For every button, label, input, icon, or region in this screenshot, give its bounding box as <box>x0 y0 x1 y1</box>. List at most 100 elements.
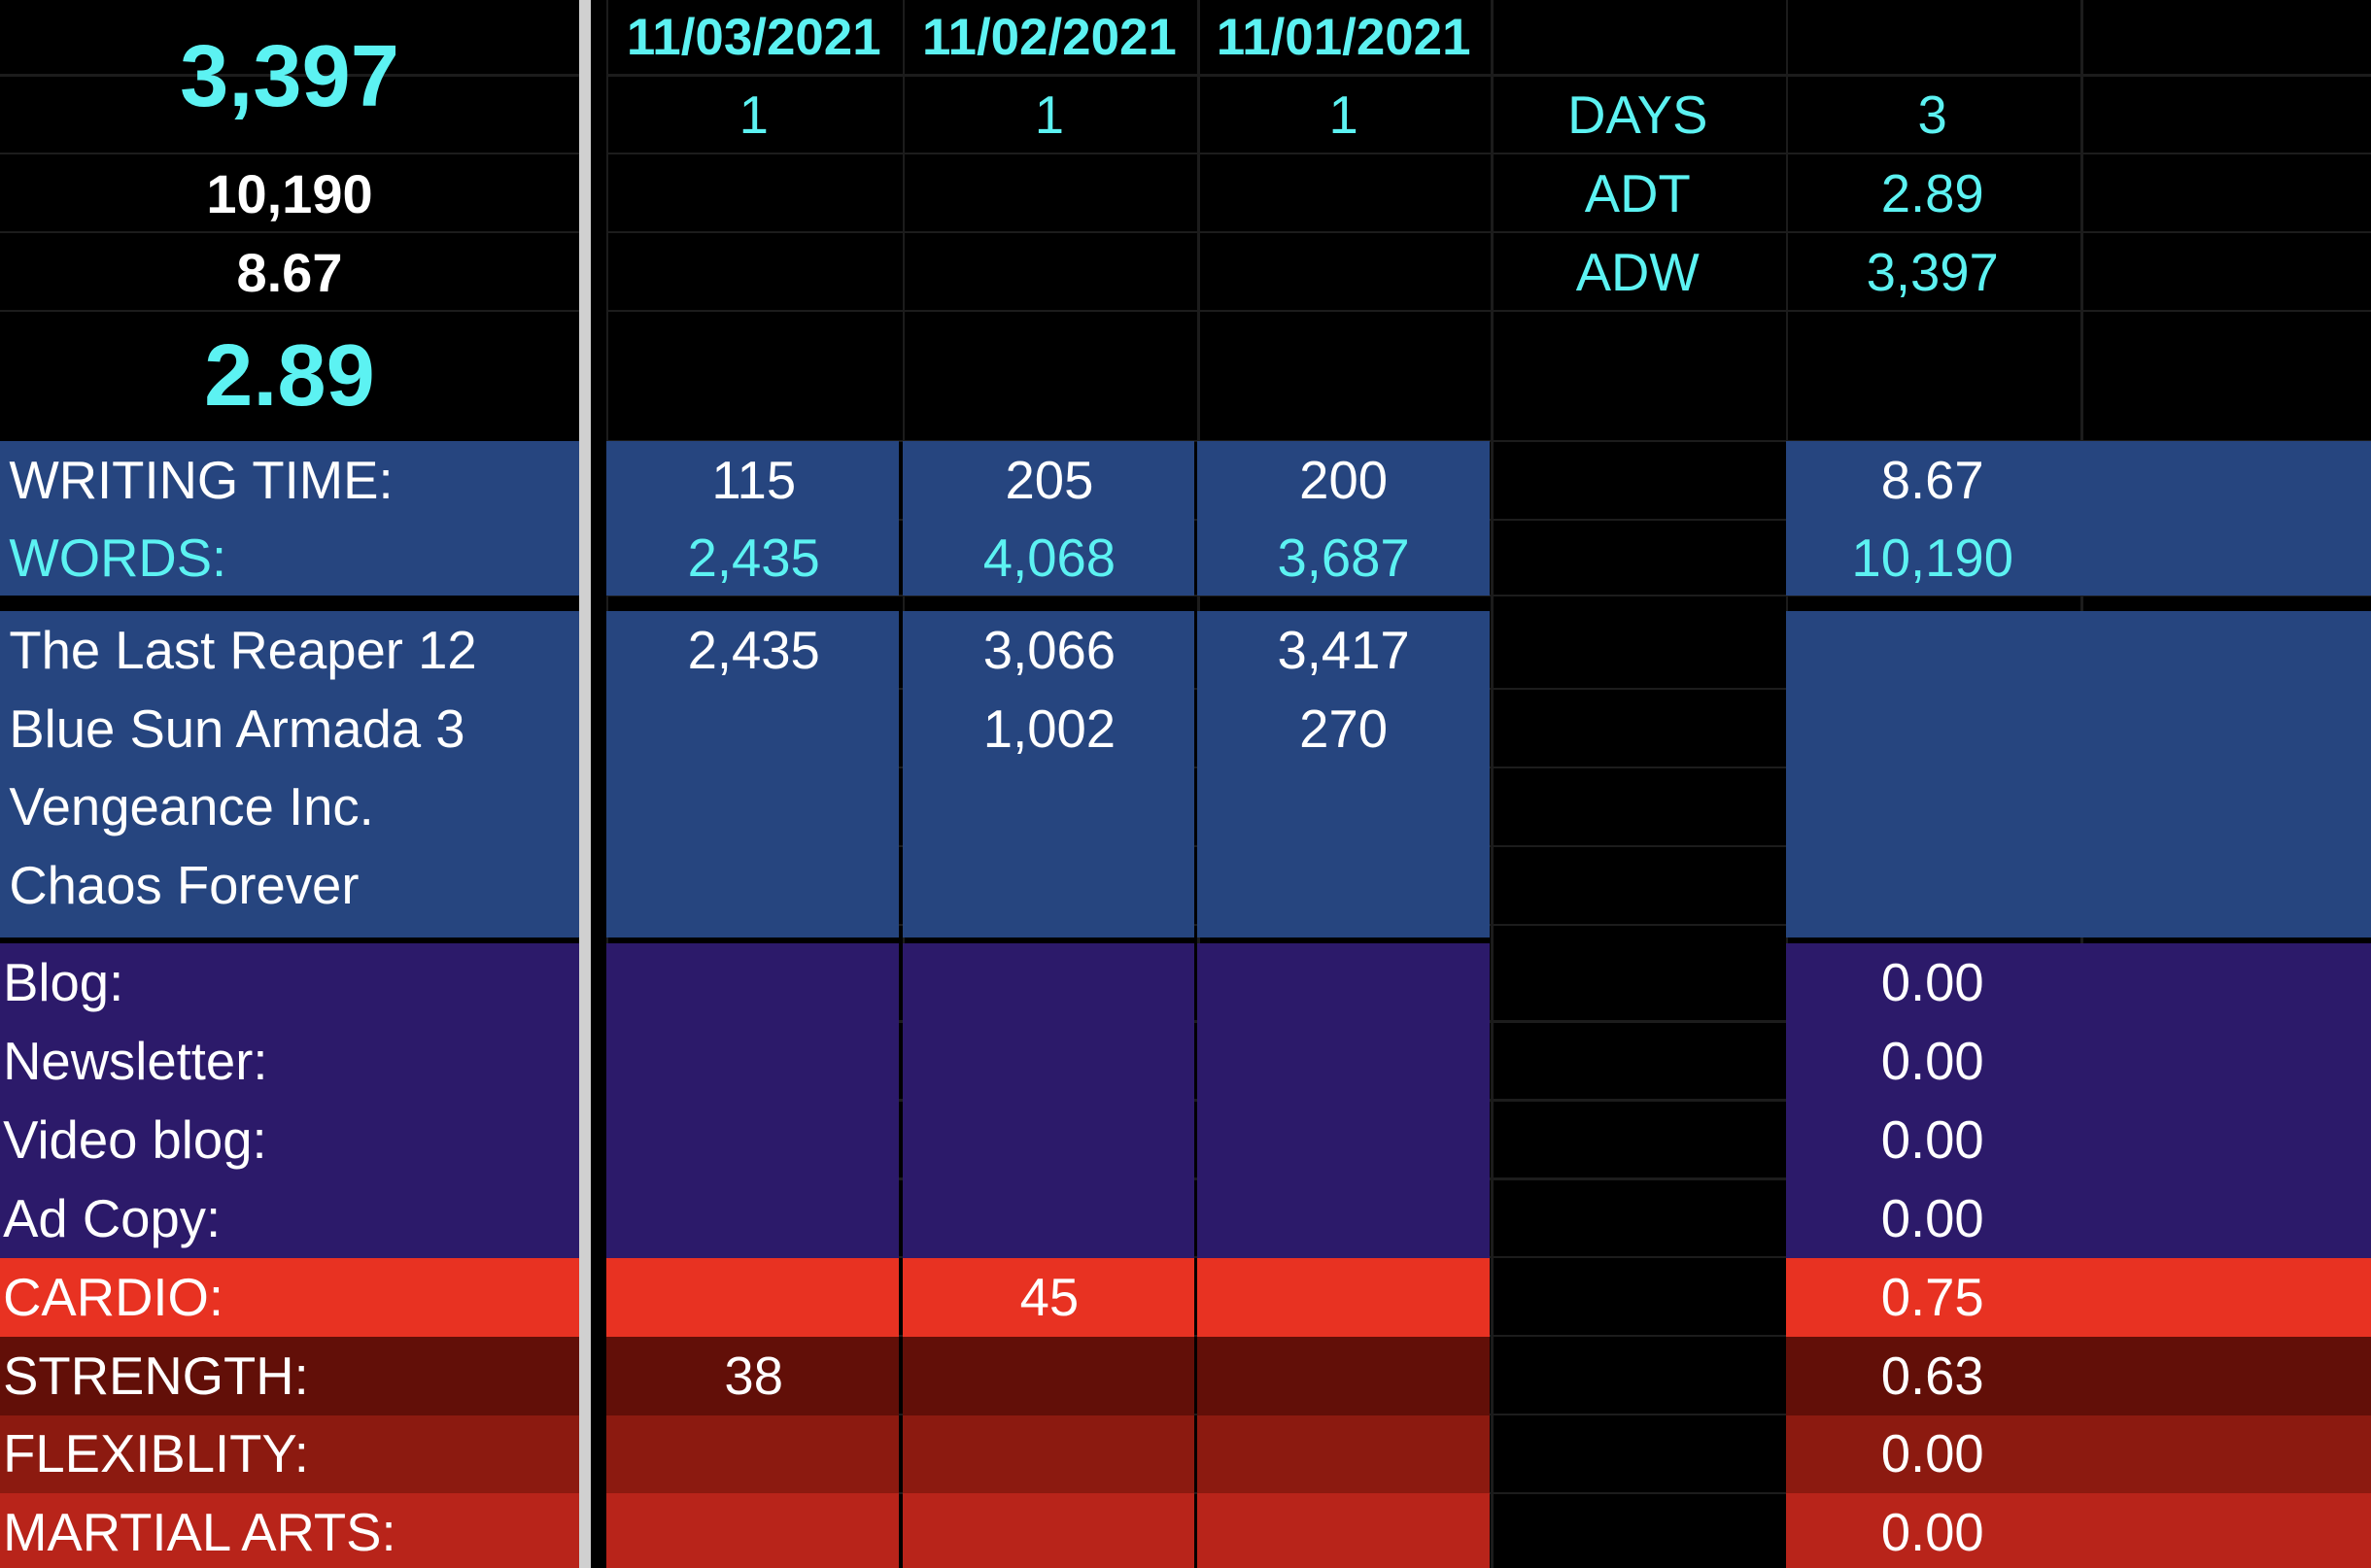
band <box>1197 610 1490 937</box>
band <box>0 1336 579 1415</box>
summary-value: 10,190 <box>206 162 373 224</box>
summary-value: 8.67 <box>236 241 343 303</box>
band <box>1197 1415 1490 1494</box>
band <box>606 1493 900 1568</box>
band <box>606 1336 900 1415</box>
grid-line <box>606 153 2371 155</box>
stat-value: 3,397 <box>1866 242 1999 302</box>
grid-line <box>0 74 579 77</box>
date-header: 11/02/2021 <box>922 9 1177 67</box>
value: 115 <box>711 451 797 511</box>
total: 10,190 <box>1851 528 2013 588</box>
total: 0.00 <box>1880 1188 1984 1248</box>
row-label: STRENGTH: <box>3 1346 309 1406</box>
band <box>1785 1336 2371 1415</box>
band <box>1197 441 1490 597</box>
band <box>903 1257 1194 1337</box>
band <box>903 1493 1194 1568</box>
row-label: Ad Copy: <box>3 1188 222 1248</box>
total: 0.00 <box>1880 1424 1984 1484</box>
row-label: WRITING TIME: <box>9 451 394 511</box>
band <box>903 441 1194 597</box>
grid-line <box>606 310 2371 313</box>
project-name: The Last Reaper 12 <box>9 620 477 680</box>
grid-line <box>0 231 579 234</box>
row-label: Newsletter: <box>3 1031 268 1091</box>
row-label: CARDIO: <box>3 1267 224 1327</box>
total: 0.00 <box>1880 1109 1984 1170</box>
band <box>0 1493 579 1568</box>
frozen-divider <box>578 0 592 1568</box>
total: 0.75 <box>1880 1267 1984 1327</box>
value: 1,002 <box>982 699 1117 759</box>
stat-value: 2.89 <box>1880 163 1984 223</box>
band <box>606 943 900 1258</box>
total: 8.67 <box>1880 451 1984 511</box>
value: 205 <box>1005 451 1094 511</box>
band <box>0 943 579 1258</box>
stat-label: DAYS <box>1567 85 1708 145</box>
band <box>0 441 579 597</box>
value: 45 <box>1019 1267 1080 1327</box>
value: 3,687 <box>1277 528 1410 588</box>
row-label: WORDS: <box>9 528 227 588</box>
band <box>1785 1415 2371 1494</box>
band <box>1785 943 2371 1258</box>
total: 0.00 <box>1880 1503 1984 1563</box>
band <box>606 610 900 937</box>
day-count: 1 <box>1034 85 1065 145</box>
band <box>606 1257 900 1337</box>
value: 3,417 <box>1277 620 1410 680</box>
project-name: Chaos Forever <box>9 856 360 916</box>
value: 270 <box>1299 699 1389 759</box>
value: 4,068 <box>982 528 1117 588</box>
band <box>0 1415 579 1494</box>
project-name: Blue Sun Armada 3 <box>9 699 465 759</box>
band <box>0 1257 579 1337</box>
band <box>1197 1336 1490 1415</box>
band <box>1197 1257 1490 1337</box>
grid-line <box>606 74 2371 77</box>
value: 2,435 <box>687 620 820 680</box>
grid-line <box>606 439 2371 443</box>
band <box>1197 1493 1490 1568</box>
band <box>1785 1257 2371 1337</box>
project-name: Vengeance Inc. <box>9 777 374 837</box>
stat-label: ADT <box>1584 163 1691 223</box>
band <box>1785 610 2371 937</box>
band <box>903 610 1194 937</box>
grid-line <box>0 153 579 155</box>
row-label: Video blog: <box>3 1109 267 1170</box>
stat-value: 3 <box>1917 85 1947 145</box>
date-header: 11/03/2021 <box>626 9 881 67</box>
row-label: Blog: <box>3 952 124 1012</box>
band <box>1785 1493 2371 1568</box>
value: 200 <box>1299 451 1389 511</box>
band <box>606 1415 900 1494</box>
summary-value: 3,397 <box>180 27 399 126</box>
row-label: FLEXIBLITY: <box>3 1424 309 1484</box>
row-label: MARTIAL ARTS: <box>3 1503 396 1563</box>
day-count: 1 <box>1328 85 1358 145</box>
value: 3,066 <box>982 620 1117 680</box>
value: 2,435 <box>687 528 820 588</box>
grid-line <box>606 231 2371 234</box>
grid-line <box>0 310 579 313</box>
value: 38 <box>724 1346 783 1406</box>
band <box>903 943 1194 1258</box>
stat-label: ADW <box>1575 242 1700 302</box>
total: 0.00 <box>1880 1031 1984 1091</box>
band <box>903 1336 1194 1415</box>
total: 0.63 <box>1880 1346 1984 1406</box>
total: 0.00 <box>1880 952 1984 1012</box>
band <box>606 441 900 597</box>
band <box>1785 441 2371 597</box>
band <box>0 610 579 937</box>
grid-line <box>1491 0 1494 1568</box>
band <box>903 1415 1194 1494</box>
summary-value: 2.89 <box>204 326 375 426</box>
band <box>1197 943 1490 1258</box>
day-count: 1 <box>739 85 769 145</box>
date-header: 11/01/2021 <box>1216 9 1471 67</box>
